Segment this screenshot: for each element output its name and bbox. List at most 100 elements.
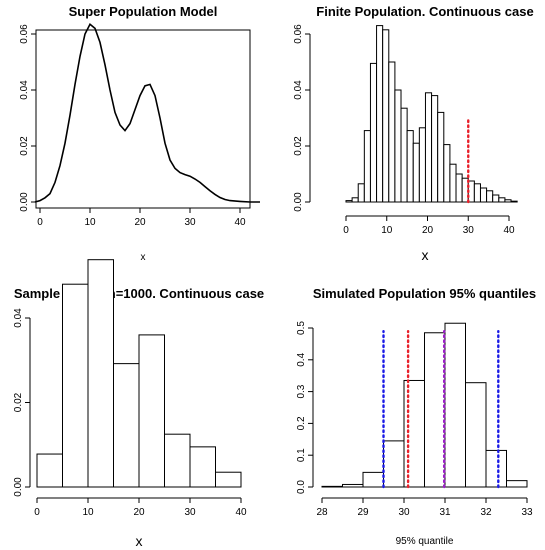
- y-tick-label: 0.02: [13, 392, 24, 412]
- y-tick-label: 0.4: [296, 352, 307, 366]
- y-tick-label: 0.2: [296, 416, 307, 430]
- y-axis: 0.00 0.02 0.04: [13, 308, 31, 497]
- histogram-bar: [357, 183, 365, 203]
- x-axis-label: x: [136, 533, 143, 549]
- x-tick-label: 32: [480, 507, 492, 518]
- histogram-bar: [449, 163, 457, 203]
- histogram-bar: [138, 334, 165, 488]
- histogram-bar: [455, 173, 463, 203]
- histogram-bar: [388, 61, 396, 203]
- y-tick-label: 0.04: [19, 80, 30, 100]
- histogram-bar: [351, 197, 359, 203]
- y-tick-label: 0.00: [13, 477, 24, 497]
- y-tick-label: 0.1: [296, 448, 307, 462]
- histogram-bar: [485, 449, 507, 488]
- x-axis: 28 29 30 31 32 33: [316, 497, 533, 518]
- x-tick-label: 33: [521, 507, 533, 518]
- histogram-bar: [492, 194, 500, 203]
- x-axis: 0 10 20 30 40: [34, 497, 247, 518]
- y-tick-label: 0.00: [293, 192, 304, 212]
- chart-title: Finite Population. Continuous case: [316, 4, 533, 19]
- x-tick-label: 10: [381, 225, 393, 236]
- x-tick-label: 0: [34, 507, 40, 518]
- y-tick-label: 0.04: [13, 308, 24, 328]
- histogram-bar: [400, 107, 408, 203]
- histogram-bar: [437, 111, 445, 203]
- histogram-bar: [36, 453, 63, 488]
- y-axis: 0.0 0.1 0.2 0.3 0.4 0.5: [296, 321, 314, 494]
- chart-panel-4: Simulated Population 95% quantiles 28 29 30…: [296, 286, 536, 547]
- x-tick-label: 30: [463, 225, 475, 236]
- x-tick-label: 0: [343, 225, 349, 236]
- x-tick-label: 31: [439, 507, 451, 518]
- y-tick-label: 0.3: [296, 384, 307, 398]
- y-tick-label: 0.06: [293, 24, 304, 44]
- y-tick-label: 0.06: [19, 24, 30, 44]
- histogram-bar: [342, 483, 364, 488]
- x-tick-label: 28: [316, 507, 328, 518]
- chart-title: Sample of size n=1000. Continuous case: [14, 286, 264, 301]
- histogram-bar: [412, 142, 420, 203]
- x-tick-label: 20: [422, 225, 434, 236]
- y-tick-label: 0.02: [293, 136, 304, 156]
- histogram-bar: [473, 183, 481, 203]
- chart-title: Simulated Population 95% quantiles: [313, 286, 536, 301]
- histogram-bar: [362, 471, 384, 488]
- histogram-bar: [363, 130, 371, 203]
- y-tick-label: 0.0: [296, 480, 307, 494]
- histogram-bar: [376, 25, 384, 203]
- histogram-bar: [345, 200, 353, 203]
- y-tick-label: 0.04: [293, 80, 304, 100]
- histogram-bar: [382, 29, 390, 203]
- x-axis-label: 95% quantile: [396, 536, 454, 547]
- y-tick-label: 0.00: [19, 192, 30, 212]
- histogram-bar: [418, 127, 426, 203]
- histogram-bar: [465, 382, 487, 488]
- histogram-bar: [62, 283, 89, 488]
- histogram-bar: [369, 62, 378, 203]
- histogram-bar: [406, 130, 414, 203]
- x-tick-label: 30: [398, 507, 410, 518]
- y-tick-label: 0.02: [19, 136, 30, 156]
- histogram-bar: [506, 480, 528, 488]
- x-axis-label: x: [422, 247, 429, 263]
- histogram-bar: [444, 322, 466, 488]
- density-curve: [34, 22, 260, 203]
- histogram-bar: [189, 446, 216, 488]
- chart-panel-3: Sample of size n=1000. Continuous case 0 1…: [13, 259, 264, 549]
- histogram-bar: [321, 485, 343, 488]
- histogram-bar: [443, 144, 451, 203]
- histogram-bar: [510, 200, 518, 203]
- histogram-bar: [113, 363, 140, 488]
- x-tick-label: 30: [184, 507, 196, 518]
- x-tick-label: 29: [357, 507, 369, 518]
- x-axis: 0 10 20 30 40: [343, 215, 515, 236]
- histogram-bar: [424, 92, 433, 203]
- y-tick-label: 0.5: [296, 321, 307, 335]
- chart-panel-2: Finite Population. Continuous case 0 10 20 3…: [293, 4, 534, 263]
- x-tick-label: 30: [184, 217, 196, 228]
- x-tick-label: 10: [84, 217, 96, 228]
- histogram-bar: [504, 199, 512, 203]
- histogram-bar: [479, 187, 488, 203]
- histogram-bar: [394, 89, 402, 203]
- x-tick-label: 20: [134, 217, 146, 228]
- histogram-bar: [215, 471, 242, 488]
- x-axis: 0 10 20 30 40: [37, 207, 246, 228]
- histogram-bar: [498, 197, 506, 203]
- x-tick-label: 20: [133, 507, 145, 518]
- x-axis-label: x: [141, 252, 146, 263]
- histogram-bar: [424, 332, 446, 488]
- histogram-bar: [87, 259, 114, 488]
- x-tick-label: 0: [37, 217, 43, 228]
- x-tick-label: 10: [82, 507, 94, 518]
- x-tick-label: 40: [234, 217, 246, 228]
- x-tick-label: 40: [503, 225, 515, 236]
- histogram-bar: [486, 190, 494, 203]
- x-tick-label: 40: [235, 507, 247, 518]
- y-axis: 0.00 0.02 0.04 0.06: [19, 24, 37, 212]
- y-axis: 0.00 0.02 0.04 0.06: [293, 24, 311, 212]
- plot-frame: [35, 29, 251, 209]
